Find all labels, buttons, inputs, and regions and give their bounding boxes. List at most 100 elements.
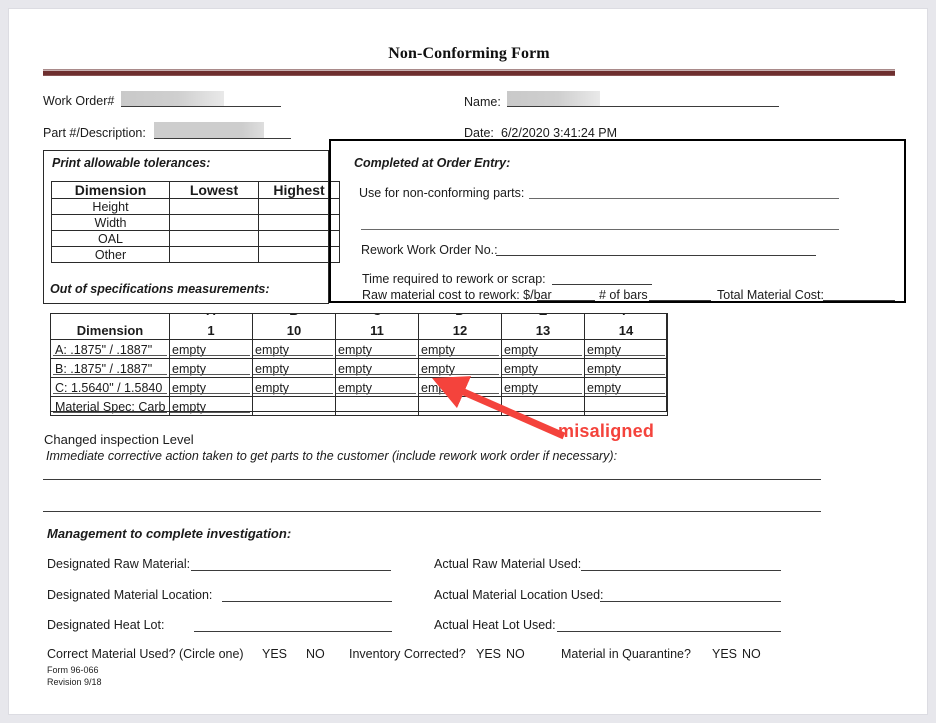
total-material-cost-line[interactable] — [823, 300, 895, 301]
oos-cell[interactable]: empty — [418, 339, 502, 359]
oos-cell[interactable] — [584, 396, 668, 416]
actual-raw-material-line[interactable] — [581, 570, 781, 571]
tolerances-section-label: Print allowable tolerances: — [52, 156, 211, 170]
oos-col-number: 12 — [452, 323, 468, 338]
name-line[interactable] — [507, 106, 779, 107]
oos-cell[interactable]: empty — [335, 339, 419, 359]
rework-work-order-line[interactable] — [496, 255, 816, 256]
form-number: Form 96-066 — [47, 665, 99, 675]
raw-material-cost-line[interactable] — [537, 300, 595, 301]
corrective-action-line-1[interactable] — [43, 479, 821, 480]
oos-cell[interactable]: empty — [418, 377, 502, 397]
tol-cell-highest[interactable] — [258, 230, 340, 247]
tol-cell-highest[interactable] — [258, 198, 340, 215]
actual-material-location-line[interactable] — [600, 601, 781, 602]
part-description-redaction — [154, 122, 264, 138]
material-quarantine-question-label: Material in Quarantine? — [561, 647, 691, 661]
tol-col-highest: Highest — [258, 181, 340, 199]
changed-inspection-level-label: Changed inspection Level — [44, 432, 194, 447]
oos-cell[interactable]: empty — [169, 377, 253, 397]
tol-cell-lowest[interactable] — [169, 214, 259, 231]
tol-row-label: OAL — [51, 230, 170, 247]
rework-work-order-label: Rework Work Order No.: — [361, 243, 498, 257]
corrective-action-line-2[interactable] — [43, 511, 821, 512]
table-row: Other — [51, 246, 340, 263]
designated-material-location-line[interactable] — [222, 601, 392, 602]
num-bars-line[interactable] — [649, 300, 711, 301]
oos-cell-text: empty — [419, 381, 501, 395]
oos-cell[interactable]: empty — [169, 396, 253, 416]
use-for-nonconforming-line-2[interactable] — [361, 229, 839, 230]
oos-col-12: D 12 — [418, 313, 502, 340]
oos-dimension-header-text: Dimension — [76, 323, 144, 338]
work-order-redaction — [121, 91, 224, 106]
form-revision: Revision 9/18 — [47, 677, 102, 687]
oos-cell[interactable]: empty — [501, 377, 585, 397]
tol-cell-highest[interactable] — [258, 214, 340, 231]
oos-cell-text: empty — [585, 381, 667, 395]
oos-cell[interactable]: empty — [501, 358, 585, 378]
oos-cell-text: empty — [253, 381, 335, 395]
raw-material-cost-label: Raw material cost to rework: $/bar — [362, 288, 552, 302]
oos-cell[interactable]: empty — [169, 358, 253, 378]
oos-cell-text: empty — [170, 343, 252, 357]
inventory-corrected-yes[interactable]: YES — [476, 647, 502, 661]
out-of-spec-section-label: Out of specifications measurements: — [50, 282, 270, 296]
oos-row-label-text: B: .1875" / .1887" — [53, 362, 169, 376]
oos-cell[interactable]: empty — [418, 358, 502, 378]
oos-cell[interactable]: empty — [584, 358, 668, 378]
tol-cell-lowest[interactable] — [169, 246, 259, 263]
total-material-cost-label: Total Material Cost: — [717, 288, 824, 302]
oos-cell-text: empty — [502, 381, 584, 395]
oos-cell-text: empty — [585, 343, 667, 357]
table-row: Material Spec: Carb empty — [50, 396, 668, 416]
correct-material-yes[interactable]: YES — [262, 647, 288, 661]
oos-cell[interactable] — [418, 396, 502, 416]
oos-cell[interactable]: empty — [252, 358, 336, 378]
actual-heat-lot-line[interactable] — [557, 631, 781, 632]
num-bars-label: # of bars — [599, 288, 648, 302]
oos-cell-text: empty — [170, 362, 252, 376]
tol-cell-lowest[interactable] — [169, 198, 259, 215]
oos-cell[interactable]: empty — [335, 358, 419, 378]
inventory-corrected-no[interactable]: NO — [506, 647, 525, 661]
work-order-line[interactable] — [121, 106, 281, 107]
use-for-nonconforming-line-1[interactable] — [529, 198, 839, 199]
oos-col-letter: D — [420, 315, 501, 317]
oos-col-letter: A — [171, 315, 252, 317]
oos-cell[interactable]: empty — [501, 339, 585, 359]
oos-cell[interactable]: empty — [335, 377, 419, 397]
designated-heat-lot-line[interactable] — [194, 631, 392, 632]
order-entry-section-label: Completed at Order Entry: — [354, 156, 511, 170]
oos-col-number: 10 — [286, 323, 302, 338]
oos-col-14: F 14 — [584, 313, 668, 340]
material-quarantine-no[interactable]: NO — [742, 647, 761, 661]
oos-cell[interactable]: empty — [584, 377, 668, 397]
correct-material-no[interactable]: NO — [306, 647, 325, 661]
oos-row-label: A: .1875" / .1887" — [50, 339, 170, 359]
oos-cell[interactable]: empty — [252, 339, 336, 359]
oos-cell-text: empty — [502, 362, 584, 376]
correct-material-question-label: Correct Material Used? (Circle one) — [47, 647, 244, 661]
tolerances-table: Dimension Lowest Highest Height Width OA… — [51, 181, 340, 263]
title-divider — [43, 69, 895, 76]
part-description-line[interactable] — [154, 138, 291, 139]
out-of-spec-table: Dimension A 1 B 10 C 11 D 12 E 13 — [50, 313, 668, 416]
oos-cell[interactable]: empty — [584, 339, 668, 359]
table-row: Height — [51, 198, 340, 215]
management-section-label: Management to complete investigation: — [47, 526, 292, 541]
oos-col-10: B 10 — [252, 313, 336, 340]
tol-cell-highest[interactable] — [258, 246, 340, 263]
immediate-corrective-action-label: Immediate corrective action taken to get… — [46, 449, 618, 463]
oos-cell[interactable]: empty — [252, 377, 336, 397]
table-row: A: .1875" / .1887" empty empty empty emp… — [50, 339, 668, 359]
oos-cell[interactable] — [501, 396, 585, 416]
tol-cell-lowest[interactable] — [169, 230, 259, 247]
time-required-line[interactable] — [552, 284, 652, 285]
designated-raw-material-line[interactable] — [191, 570, 391, 571]
table-row: OAL — [51, 230, 340, 247]
oos-cell[interactable] — [252, 396, 336, 416]
oos-cell[interactable]: empty — [169, 339, 253, 359]
oos-cell[interactable] — [335, 396, 419, 416]
material-quarantine-yes[interactable]: YES — [712, 647, 738, 661]
